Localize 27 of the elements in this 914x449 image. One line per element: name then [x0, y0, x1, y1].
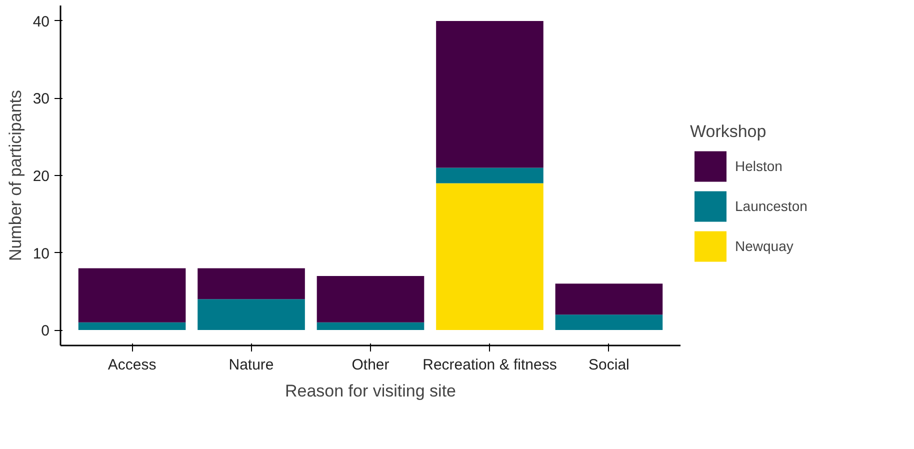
x-tick-label: Access — [108, 356, 156, 374]
bar — [316, 276, 424, 322]
bar — [436, 20, 544, 168]
legend-label: Newquay — [735, 238, 794, 254]
y-axis-title: Number of participants — [6, 90, 25, 262]
bar — [436, 168, 544, 184]
x-tick-label: Other — [352, 356, 390, 374]
bar — [78, 268, 186, 322]
bar — [78, 322, 186, 330]
legend-title: Workshop — [690, 122, 768, 142]
bar — [198, 268, 305, 300]
bar — [316, 322, 424, 330]
x-tick-label: Social — [588, 356, 630, 374]
y-tick-label: 10 — [32, 245, 50, 262]
y-tick-label: 40 — [32, 13, 50, 30]
bar — [436, 183, 544, 330]
bar — [555, 284, 663, 315]
bar — [555, 314, 663, 330]
legend-label: Launceston — [735, 198, 808, 214]
y-tick-label: 0 — [41, 322, 50, 340]
y-tick-label: 30 — [32, 90, 50, 108]
x-tick-label: Recreation & fitness — [422, 356, 557, 374]
bar — [198, 299, 305, 330]
legend-label: Helston — [735, 158, 782, 174]
x-tick-label: Nature — [228, 356, 274, 374]
y-tick-label: 20 — [32, 168, 50, 185]
x-axis-title: Reason for visiting site — [284, 382, 456, 400]
